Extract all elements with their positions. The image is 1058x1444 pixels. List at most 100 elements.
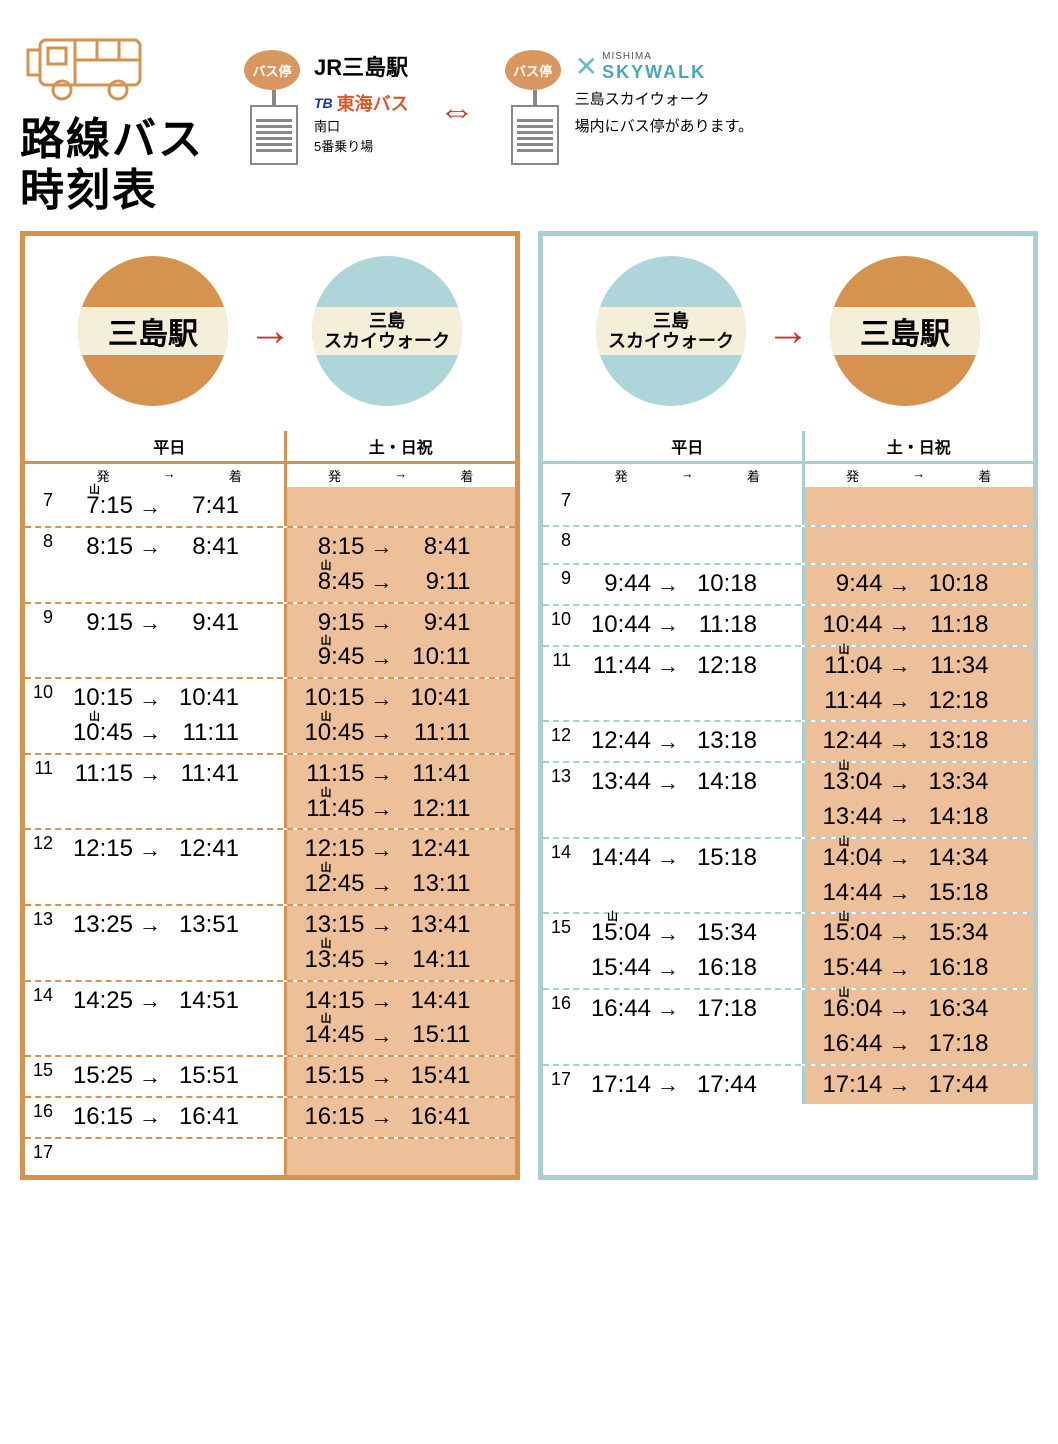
weekday-cell: 14:25→14:51	[55, 982, 284, 1056]
arrow-icon: →	[139, 758, 161, 790]
title-block: 路線バス 時刻表	[20, 30, 204, 216]
weekend-cell: 15:15→15:41	[284, 1057, 516, 1096]
hour-row: 99:44→10:189:44→10:18	[543, 563, 1033, 604]
hour-label: 8	[543, 527, 573, 563]
arrow-icon: →	[139, 531, 161, 563]
trip: 15:44→16:18	[811, 951, 1030, 986]
trip: 14:25→14:51	[61, 984, 280, 1019]
hour-row: 1313:25→13:5113:15→13:41山13:45→14:11	[25, 904, 515, 980]
trip: 15:15→15:41	[293, 1059, 512, 1094]
arrow-icon: →	[371, 1101, 393, 1133]
yama-marker: 山	[839, 643, 850, 659]
hour-row: 1616:44→17:18山16:04→16:3416:44→17:18	[543, 988, 1033, 1064]
arrival-time: 16:18	[917, 951, 989, 986]
weekday-cell: 9:15→9:41	[55, 604, 284, 678]
arrival-time: 15:18	[917, 876, 989, 911]
arrow-icon: →	[889, 842, 911, 874]
yama-marker: 山	[321, 1012, 332, 1028]
arrival-time: 13:18	[685, 724, 757, 759]
hour-label: 16	[543, 990, 573, 1064]
weekend-cell: 9:44→10:18	[802, 565, 1034, 604]
departure-time: 17:14	[811, 1068, 883, 1103]
company-name: 東海バス	[337, 90, 409, 116]
trip: 山10:45→11:11	[293, 716, 512, 751]
weekend-cell: 8:15→8:41山8:45→9:11	[284, 528, 516, 602]
arrival-time: 13:34	[917, 765, 989, 800]
weekday-cell: 10:15→10:41山10:45→11:11	[55, 679, 284, 753]
trip: 16:15→16:41	[61, 1100, 280, 1135]
departure-time: 14:44	[579, 841, 651, 876]
hour-row: 1212:44→13:1812:44→13:18	[543, 720, 1033, 761]
arrow-icon: →	[889, 877, 911, 909]
departure-time: 12:15	[61, 832, 133, 867]
arrow-icon: →	[889, 726, 911, 758]
trip: 15:25→15:51	[61, 1059, 280, 1094]
trip: 山8:45→9:11	[293, 565, 512, 600]
departure-time: 16:15	[61, 1100, 133, 1135]
yama-marker: 山	[607, 910, 618, 926]
arrow-icon: →	[139, 1101, 161, 1133]
arrival-time: 12:11	[399, 792, 471, 827]
departure-time: 15:44	[579, 951, 651, 986]
arrow-icon: →	[139, 683, 161, 715]
weekend-header: 土・日祝	[802, 431, 1034, 461]
arrow-icon: →	[371, 531, 393, 563]
column-headers: 平日 土・日祝	[25, 431, 515, 464]
arrow-icon: →	[889, 1028, 911, 1060]
stop-bubble-label: バス停	[244, 50, 300, 90]
hour-row: 1717:14→17:4417:14→17:44	[543, 1064, 1033, 1105]
hour-label: 15	[543, 914, 573, 988]
note-line1: 三島スカイウォーク	[575, 89, 754, 110]
yama-marker: 山	[321, 786, 332, 802]
weekday-cell: 山15:04→15:3415:44→16:18	[573, 914, 802, 988]
arrow-icon: →	[889, 993, 911, 1025]
trip: 山7:15→7:41	[61, 489, 280, 524]
trip: 17:14→17:44	[579, 1068, 798, 1103]
departure-time: 9:44	[811, 567, 883, 602]
arrival-time: 13:41	[399, 908, 471, 943]
weekday-cell: 11:44→12:18	[573, 647, 802, 721]
trip: 10:44→11:18	[811, 608, 1030, 643]
weekend-cell: 12:44→13:18	[802, 722, 1034, 761]
arrow-icon: →	[657, 569, 679, 601]
direction-header-inbound: 三島スカイウォーク → 三島駅	[543, 236, 1033, 431]
arrival-time: 11:18	[917, 608, 989, 643]
weekday-cell	[573, 527, 802, 563]
trip: 10:44→11:18	[579, 608, 798, 643]
hour-label: 11	[543, 647, 573, 721]
route-diagram: バス停 JR三島駅 TB 東海バス 南口 5番乗り場	[244, 30, 753, 165]
trip: 山11:45→12:11	[293, 792, 512, 827]
arrival-time: 13:11	[399, 867, 471, 902]
timetable-outbound: 三島駅 → 三島スカイウォーク 平日 土・日祝 発→着 発→着 7山7:15→7…	[20, 231, 520, 1180]
trip: 山13:04→13:34	[811, 765, 1030, 800]
arrow-icon: →	[371, 683, 393, 715]
hour-label: 10	[25, 679, 55, 753]
origin-circle: 三島駅	[78, 256, 228, 406]
arrow-icon: →	[371, 869, 393, 901]
departure-time: 15:15	[293, 1059, 365, 1094]
arrival-time: 16:41	[399, 1100, 471, 1135]
bus-stop-sign-icon: バス停	[505, 50, 565, 165]
departure-time: 12:44	[811, 724, 883, 759]
arrow-icon: →	[889, 685, 911, 717]
note-line2: 場内にバス停があります。	[575, 116, 754, 137]
arrival-time: 9:11	[399, 565, 471, 600]
arrival-time: 14:41	[399, 984, 471, 1019]
hour-label: 8	[25, 528, 55, 602]
departure-time: 11:15	[61, 757, 133, 792]
arrival-time: 11:41	[399, 757, 471, 792]
weekend-cell	[284, 487, 516, 526]
departure-time: 13:44	[579, 765, 651, 800]
trip: 山16:04→16:34	[811, 992, 1030, 1027]
yama-marker: 山	[839, 759, 850, 775]
arrival-time: 14:51	[167, 984, 239, 1019]
hour-row: 1010:15→10:41山10:45→11:1110:15→10:41山10:…	[25, 677, 515, 753]
arrow-icon: →	[889, 767, 911, 799]
weekend-cell	[802, 487, 1034, 525]
arrow-icon: →	[889, 609, 911, 641]
skywalk-main: SKYWALK	[602, 62, 706, 83]
hour-label: 12	[543, 722, 573, 761]
hour-row: 17	[25, 1137, 515, 1175]
trip: 11:15→11:41	[61, 757, 280, 792]
arrow-icon: →	[139, 607, 161, 639]
